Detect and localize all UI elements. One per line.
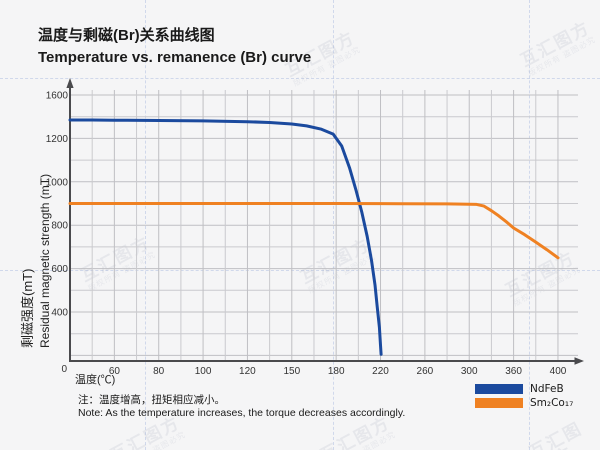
watermark-grid-line: [0, 78, 600, 79]
y-tick-label: 1000: [46, 177, 69, 188]
x-tick-label: 220: [372, 366, 389, 377]
chart-header: 温度与剩磁(Br)关系曲线图 Temperature vs. remanence…: [38, 25, 311, 69]
x-tick-label: 60: [109, 366, 121, 377]
watermark-grid-line: [0, 270, 600, 271]
x-axis-title: 温度(℃): [75, 374, 116, 386]
series-curve-1: [68, 202, 560, 260]
origin-tick-label: 0: [61, 364, 67, 375]
tick-labels: 60 80 100 120 150 180 220 260 300 360 400 1600 1200 1…: [46, 91, 567, 378]
y-tick-label: 600: [51, 264, 68, 275]
x-axis-arrow: [574, 357, 584, 365]
x-tick-label: 150: [283, 366, 300, 377]
axes: [66, 78, 584, 365]
legend: NdFeB Sm₂Co₁₇: [475, 383, 573, 411]
legend-label-ndfeb: NdFeB: [530, 382, 564, 395]
y-axis-title-zh: 剩磁强度(mT): [20, 268, 35, 348]
x-tick-label: 80: [153, 366, 165, 377]
x-tick-label: 400: [550, 366, 567, 377]
footnote-zh: 注：温度增高，扭矩相应减小。: [78, 394, 225, 406]
gridlines: [69, 90, 578, 361]
x-tick-label: 100: [195, 366, 212, 377]
footnote-en: Note: As the temperature increases, the …: [78, 406, 406, 419]
page-title-en: Temperature vs. remanence (Br) curve: [38, 49, 312, 66]
curves: [68, 118, 560, 356]
x-tick-label: 120: [239, 366, 256, 377]
y-axis-title-en: Residual magnetic strength (mT): [38, 173, 52, 348]
y-tick-label: 1600: [46, 91, 69, 102]
x-tick-label: 300: [461, 366, 478, 377]
legend-swatch-sm2co17: [475, 397, 523, 408]
y-tick-label: 800: [51, 221, 68, 232]
y-axis-arrow: [66, 78, 74, 88]
legend-item-ndfeb: NdFeB: [475, 382, 573, 395]
legend-label-sm2co17: Sm₂Co₁₇: [530, 396, 574, 409]
legend-item-sm2co17: Sm₂Co₁₇: [475, 396, 574, 409]
footnote: 注：温度增高，扭矩相应减小。 Note: As the temperature …: [78, 394, 405, 419]
series-curve-0: [68, 118, 383, 356]
page-title-zh: 温度与剩磁(Br)关系曲线图: [38, 27, 215, 44]
x-tick-label: 360: [505, 366, 522, 377]
x-tick-label: 260: [417, 366, 434, 377]
y-tick-label: 400: [51, 308, 68, 319]
legend-swatch-ndfeb: [475, 383, 523, 394]
x-tick-label: 180: [328, 366, 345, 377]
y-tick-label: 1200: [46, 134, 69, 145]
